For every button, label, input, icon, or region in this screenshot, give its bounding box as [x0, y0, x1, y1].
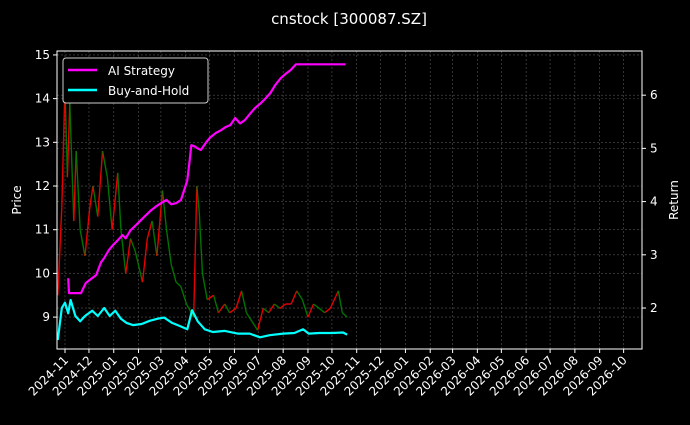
legend: AI Strategy Buy-and-Hold	[62, 57, 209, 104]
y-tick-label: 14	[35, 92, 50, 106]
price-bar	[175, 281, 182, 288]
y-tick-label: 11	[35, 223, 50, 237]
price-bar	[268, 303, 275, 314]
price-bar	[217, 303, 226, 314]
y2-tick-label: 2	[650, 301, 658, 315]
price-bar	[196, 185, 200, 213]
strategy-line	[67, 63, 346, 295]
y-tick-label: 9	[42, 310, 50, 324]
price-bar	[318, 307, 326, 314]
price-bar	[245, 312, 253, 322]
price-bar	[329, 290, 339, 309]
price-bar	[279, 303, 286, 309]
price-bar	[101, 150, 109, 178]
price-bar	[180, 286, 188, 305]
y2-tick-label: 6	[650, 88, 658, 102]
price-bar	[240, 290, 248, 313]
legend-label-buy-hold: Buy-and-Hold	[108, 84, 189, 98]
price-bar	[117, 172, 122, 230]
price-bar	[165, 229, 172, 265]
price-bar	[69, 102, 75, 221]
price-bar	[73, 151, 77, 221]
price-bar	[156, 190, 164, 256]
price-bar	[324, 307, 331, 314]
y-tick-label: 15	[35, 48, 50, 62]
price-bar	[337, 290, 343, 313]
plot-frame	[56, 50, 643, 350]
legend-box	[62, 57, 209, 104]
price-bar	[111, 172, 119, 230]
price-bar	[141, 238, 149, 283]
price-bar	[192, 186, 198, 318]
price-bar	[251, 321, 259, 331]
plot-marks	[56, 63, 348, 341]
price-bar	[273, 303, 281, 309]
buy-hold-line	[56, 298, 348, 341]
price-bar	[212, 295, 220, 313]
price-bar	[307, 303, 315, 318]
price-bar	[79, 229, 86, 257]
price-bar	[89, 185, 94, 208]
price-bar	[75, 151, 81, 230]
price-bar	[224, 303, 231, 314]
price-bar	[151, 220, 158, 257]
price-bar	[92, 185, 99, 217]
y-tick-label: 13	[35, 135, 50, 149]
y2-tick-label: 3	[650, 248, 658, 262]
price-bar	[125, 238, 132, 274]
price-bar	[84, 207, 91, 256]
price-bar	[129, 238, 136, 252]
y2-tick-label: 4	[650, 195, 658, 209]
price-bar	[146, 220, 153, 239]
chart-title: cnstock [300087.SZ]	[271, 10, 427, 28]
price-bar	[341, 312, 348, 318]
price-bar	[206, 294, 215, 301]
y-tick-label: 10	[35, 266, 50, 280]
y-tick-label: 12	[35, 179, 50, 193]
price-bar	[256, 308, 264, 331]
price-bar	[57, 207, 63, 296]
price-bar	[290, 290, 298, 305]
price-bar	[262, 307, 270, 314]
price-bar	[229, 307, 237, 314]
price-bar	[301, 299, 309, 318]
price-bar	[170, 264, 177, 283]
y2-axis-label: Return	[667, 180, 681, 220]
price-bar	[185, 303, 192, 314]
price-bar	[201, 273, 208, 300]
price-bar	[235, 290, 243, 309]
price-bar	[134, 251, 144, 283]
price-bar	[313, 303, 320, 309]
price-bar	[296, 290, 303, 301]
price-bar	[66, 102, 71, 178]
y2-tick-label: 5	[650, 141, 658, 155]
price-bar	[161, 190, 168, 230]
legend-label-strategy: AI Strategy	[108, 64, 175, 78]
price-bar	[198, 212, 204, 274]
price-bar	[97, 151, 104, 217]
y-axis-label: Price	[10, 185, 24, 214]
price-bar	[106, 177, 113, 230]
price-bar	[61, 85, 66, 208]
